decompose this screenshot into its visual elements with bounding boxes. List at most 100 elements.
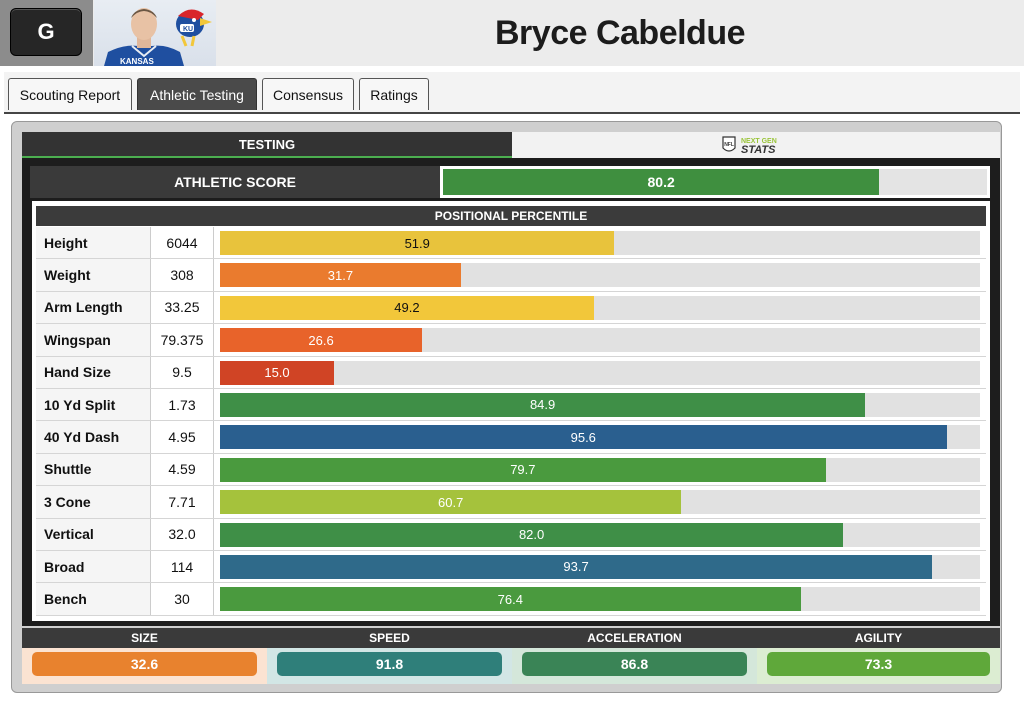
- summary-agility-value: 73.3: [767, 652, 990, 676]
- metric-row-40-yd-dash: 40 Yd Dash 4.95 95.6: [36, 421, 986, 454]
- summary-speed-value: 91.8: [277, 652, 502, 676]
- metric-value: 7.71: [151, 486, 214, 518]
- metric-row-bench: Bench 30 76.4: [36, 583, 986, 616]
- athletic-score-track: 80.2: [440, 166, 990, 198]
- svg-text:KU: KU: [183, 26, 193, 33]
- percentile-bar: 93.7: [220, 554, 933, 579]
- metric-row-3-cone: 3 Cone 7.71 60.7: [36, 486, 986, 519]
- metric-value: 1.73: [151, 388, 214, 421]
- metric-value: 32.0: [151, 518, 214, 550]
- position-badge[interactable]: G: [10, 8, 82, 56]
- summary-speed: SPEED 91.8: [267, 628, 512, 684]
- summary-speed-label: SPEED: [267, 628, 512, 648]
- metric-label: Arm Length: [36, 291, 151, 324]
- metric-row-wingspan: Wingspan 79.375 26.6: [36, 324, 986, 357]
- summary-size: SIZE 32.6: [22, 628, 267, 684]
- metric-row-height: Height 6044 51.9: [36, 227, 986, 260]
- percentile-bar: 84.9: [220, 392, 866, 417]
- next-gen-stats-logo: NFL NEXT GEN STATS: [722, 136, 777, 156]
- nfl-shield-icon: NFL: [722, 136, 736, 152]
- summary-agility-label: AGILITY: [757, 628, 1000, 648]
- percentile-bar: 76.4: [220, 587, 801, 612]
- metric-label: Broad: [36, 550, 151, 583]
- svg-text:NEXT GEN: NEXT GEN: [741, 138, 777, 145]
- metric-value: 79.375: [151, 324, 214, 356]
- percentile-track: 76.4: [220, 587, 980, 612]
- metric-label: Wingspan: [36, 324, 151, 356]
- percentile-track: 95.6: [220, 425, 980, 450]
- summary-acceleration-value: 86.8: [522, 652, 747, 676]
- percentile-track: 26.6: [220, 328, 980, 353]
- athletic-score-label: ATHLETIC SCORE: [30, 166, 440, 198]
- athletic-score-bar: 80.2: [443, 169, 880, 195]
- metric-label: 40 Yd Dash: [36, 421, 151, 453]
- metric-label: 10 Yd Split: [36, 388, 151, 421]
- metric-row-broad: Broad 114 93.7: [36, 550, 986, 584]
- player-name: Bryce Cabeldue: [495, 13, 746, 52]
- player-photo: KANSAS KU: [94, 0, 216, 66]
- player-header: G KANSAS KU Bryce Cabeldue: [0, 0, 1024, 66]
- svg-text:NFL: NFL: [724, 142, 734, 148]
- metric-row-weight: Weight 308 31.7: [36, 259, 986, 292]
- percentile-track: 60.7: [220, 490, 980, 515]
- percentile-track: 31.7: [220, 263, 980, 288]
- tab-bar: Scouting Report Athletic Testing Consens…: [4, 72, 1020, 114]
- metric-value: 4.59: [151, 453, 214, 486]
- metric-value: 308: [151, 259, 214, 291]
- athletic-score-row: ATHLETIC SCORE 80.2: [30, 166, 990, 198]
- percentile-bar: 49.2: [220, 295, 594, 320]
- testing-subtabs: TESTING NFL NEXT GEN STATS: [22, 132, 1000, 158]
- percentile-bar: 79.7: [220, 457, 826, 482]
- metric-rows: Height 6044 51.9 Weight 308 31.7 Arm Length 33.…: [36, 227, 986, 616]
- metric-row-hand-size: Hand Size 9.5 15.0: [36, 356, 986, 389]
- metric-label: Weight: [36, 259, 151, 291]
- percentile-bar: 60.7: [220, 490, 682, 515]
- summary-acceleration-label: ACCELERATION: [512, 628, 757, 648]
- subtab-testing[interactable]: TESTING: [22, 132, 512, 158]
- percentile-track: 79.7: [220, 457, 980, 482]
- svg-text:KANSAS: KANSAS: [120, 57, 154, 66]
- kansas-jayhawk-icon: KU: [176, 9, 212, 47]
- tab-athletic-testing[interactable]: Athletic Testing: [137, 78, 257, 110]
- metric-label: Hand Size: [36, 356, 151, 388]
- summary-acceleration: ACCELERATION 86.8: [512, 628, 757, 684]
- metric-row-arm-length: Arm Length 33.25 49.2: [36, 291, 986, 325]
- position-box: G: [0, 0, 93, 66]
- metric-label: Height: [36, 227, 151, 259]
- percentile-bar: 95.6: [220, 425, 947, 450]
- metric-value: 114: [151, 550, 214, 583]
- percentile-track: 93.7: [220, 554, 980, 579]
- svg-text:STATS: STATS: [741, 144, 776, 156]
- percentile-bar: 15.0: [220, 360, 334, 385]
- tab-scouting-report[interactable]: Scouting Report: [8, 78, 132, 110]
- subtab-next-gen-stats[interactable]: NFL NEXT GEN STATS: [512, 132, 1000, 158]
- summary-size-label: SIZE: [22, 628, 267, 648]
- tab-ratings[interactable]: Ratings: [359, 78, 429, 110]
- percentile-track: 49.2: [220, 295, 980, 320]
- summary-size-value: 32.6: [32, 652, 257, 676]
- tab-consensus[interactable]: Consensus: [262, 78, 354, 110]
- metric-label: Vertical: [36, 518, 151, 550]
- percentile-bar: 26.6: [220, 328, 423, 353]
- summary-scores: SIZE 32.6 SPEED 91.8 ACCELERATION 86.8 A…: [22, 628, 1000, 684]
- metric-value: 4.95: [151, 421, 214, 453]
- summary-agility: AGILITY 73.3: [757, 628, 1000, 684]
- percentile-bar: 31.7: [220, 263, 461, 288]
- percentile-track: 51.9: [220, 231, 980, 255]
- metric-row-shuttle: Shuttle 4.59 79.7: [36, 453, 986, 487]
- percentile-track: 84.9: [220, 392, 980, 417]
- metric-label: Shuttle: [36, 453, 151, 486]
- percentile-bar: 51.9: [220, 231, 615, 255]
- metric-value: 30: [151, 583, 214, 615]
- metric-value: 9.5: [151, 356, 214, 388]
- positional-percentile-header: POSITIONAL PERCENTILE: [36, 206, 986, 226]
- metric-value: 33.25: [151, 291, 214, 324]
- metric-row-vertical: Vertical 32.0 82.0: [36, 518, 986, 551]
- metric-value: 6044: [151, 227, 214, 259]
- metric-label: 3 Cone: [36, 486, 151, 518]
- percentile-track: 82.0: [220, 522, 980, 547]
- metric-row-10-yd-split: 10 Yd Split 1.73 84.9: [36, 388, 986, 422]
- metric-label: Bench: [36, 583, 151, 615]
- percentile-track: 15.0: [220, 360, 980, 385]
- percentile-bar: 82.0: [220, 522, 844, 547]
